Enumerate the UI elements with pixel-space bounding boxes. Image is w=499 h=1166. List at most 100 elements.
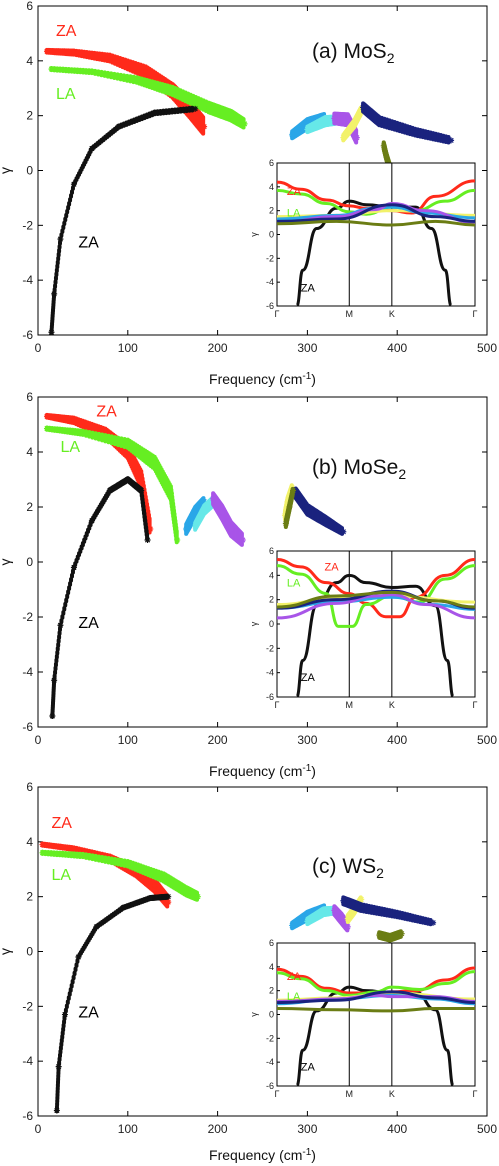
inset-branch-label: ZA bbox=[287, 971, 302, 983]
data-point bbox=[228, 526, 235, 532]
data-point bbox=[138, 487, 145, 494]
inset-curve-7 bbox=[277, 219, 475, 227]
x-tick-label: 500 bbox=[477, 1122, 497, 1136]
data-point bbox=[304, 120, 311, 127]
data-point bbox=[39, 841, 46, 848]
data-point bbox=[338, 915, 345, 922]
data-point bbox=[430, 919, 437, 926]
inset-y-tick-label: -4 bbox=[266, 668, 274, 678]
inset-y-tick-label: 6 bbox=[269, 938, 274, 948]
panel-title: (a) MoS2 bbox=[312, 40, 395, 66]
data-point bbox=[398, 930, 405, 937]
data-point bbox=[70, 49, 77, 56]
x-tick-label: 0 bbox=[35, 1122, 42, 1136]
chart-panel-2: -6 -4 -2 0 2 4 6 0 100 200 300 400 500 Frequency (cm-… bbox=[0, 390, 497, 779]
data-point bbox=[147, 895, 154, 902]
data-point bbox=[151, 460, 158, 466]
data-point bbox=[304, 918, 311, 925]
inset-frame bbox=[276, 942, 476, 1087]
data-point bbox=[93, 923, 100, 930]
data-point bbox=[144, 537, 151, 543]
data-point bbox=[394, 911, 401, 918]
inset-y-tick-label: 0 bbox=[269, 1010, 274, 1020]
data-point bbox=[290, 487, 297, 494]
inset-curve-7 bbox=[277, 590, 475, 609]
y-tick-label: 6 bbox=[26, 0, 33, 13]
inset-y-tick-label: 2 bbox=[269, 206, 274, 216]
data-point bbox=[79, 852, 86, 859]
data-point bbox=[351, 120, 358, 127]
series-za-2 bbox=[49, 476, 151, 719]
series-branch-5 bbox=[331, 904, 351, 933]
data-point bbox=[286, 504, 293, 510]
series-branch-4 bbox=[192, 495, 217, 532]
data-point bbox=[48, 66, 55, 73]
branch-label: LA bbox=[60, 439, 80, 456]
y-tick-label: 2 bbox=[26, 500, 33, 514]
data-point bbox=[124, 860, 131, 867]
data-point bbox=[304, 126, 311, 133]
data-point bbox=[183, 888, 190, 895]
inset-curve-5 bbox=[277, 593, 475, 620]
data-point bbox=[320, 908, 327, 915]
inset-x-tick-label: K bbox=[389, 309, 395, 319]
data-point bbox=[49, 713, 56, 719]
data-point bbox=[380, 142, 387, 149]
data-point bbox=[340, 897, 347, 904]
y-tick-label: -2 bbox=[22, 999, 33, 1013]
data-point bbox=[174, 537, 181, 543]
inset-y-tick-label: 0 bbox=[269, 619, 274, 629]
y-tick-label: -6 bbox=[22, 720, 33, 734]
y-axis-label: γ bbox=[0, 559, 13, 566]
data-point bbox=[51, 677, 58, 684]
y-axis-label: γ bbox=[0, 948, 13, 955]
data-point bbox=[165, 899, 172, 906]
branch-label: ZA bbox=[56, 23, 77, 40]
data-point bbox=[70, 564, 77, 571]
inset-curve-7 bbox=[277, 1007, 475, 1013]
inset-curve-0 bbox=[295, 573, 455, 697]
series-branch-8 bbox=[376, 929, 405, 943]
data-point bbox=[358, 904, 365, 911]
inset-x-tick-label: Γ bbox=[275, 1089, 280, 1099]
inset-x-tick-label: Γ bbox=[275, 309, 280, 319]
data-point bbox=[228, 112, 235, 119]
series-za-2 bbox=[53, 893, 172, 1114]
inset-branch-label: LA bbox=[287, 577, 301, 589]
data-point bbox=[304, 506, 311, 513]
data-point bbox=[147, 526, 154, 532]
x-tick-label: 100 bbox=[118, 733, 138, 747]
branch-label: ZA bbox=[78, 1004, 99, 1021]
inset-y-tick-label: 6 bbox=[269, 158, 274, 168]
x-axis-label: Frequency (cm-1) bbox=[209, 371, 316, 387]
inset-y-tick-label: 4 bbox=[269, 182, 274, 192]
inset-y-axis-label: γ bbox=[249, 232, 259, 237]
data-point bbox=[124, 476, 131, 483]
inset-curve-1 bbox=[277, 558, 475, 619]
x-axis-label: Frequency (cm-1) bbox=[209, 763, 316, 779]
series-branch-8 bbox=[282, 486, 297, 529]
data-point bbox=[48, 329, 55, 336]
x-tick-label: 400 bbox=[387, 1122, 407, 1136]
data-point bbox=[304, 912, 311, 919]
data-point bbox=[412, 129, 419, 136]
data-point bbox=[344, 915, 351, 922]
y-tick-label: 4 bbox=[26, 445, 33, 459]
y-axis-label: γ bbox=[0, 167, 13, 174]
branch-label: ZA bbox=[78, 615, 99, 632]
data-point bbox=[322, 517, 329, 524]
series-la-1 bbox=[48, 65, 248, 130]
inset-x-tick-label: Γ bbox=[275, 700, 280, 710]
series-branch-7 bbox=[292, 486, 347, 536]
data-point bbox=[115, 123, 122, 130]
inset-x-tick-label: M bbox=[346, 309, 354, 319]
data-point bbox=[55, 1063, 62, 1070]
x-tick-label: 100 bbox=[118, 1122, 138, 1136]
chart-panel-3: -6 -4 -2 0 2 4 6 0 100 200 300 400 500 Frequency (cm-… bbox=[0, 780, 497, 1163]
data-point bbox=[151, 109, 158, 116]
inset-branch-label: ZA bbox=[301, 1062, 316, 1074]
inset-branch-label: ZA bbox=[301, 283, 316, 295]
branch-label: ZA bbox=[96, 403, 117, 420]
inset-y-tick-label: 4 bbox=[269, 570, 274, 580]
x-tick-label: 200 bbox=[208, 1122, 228, 1136]
